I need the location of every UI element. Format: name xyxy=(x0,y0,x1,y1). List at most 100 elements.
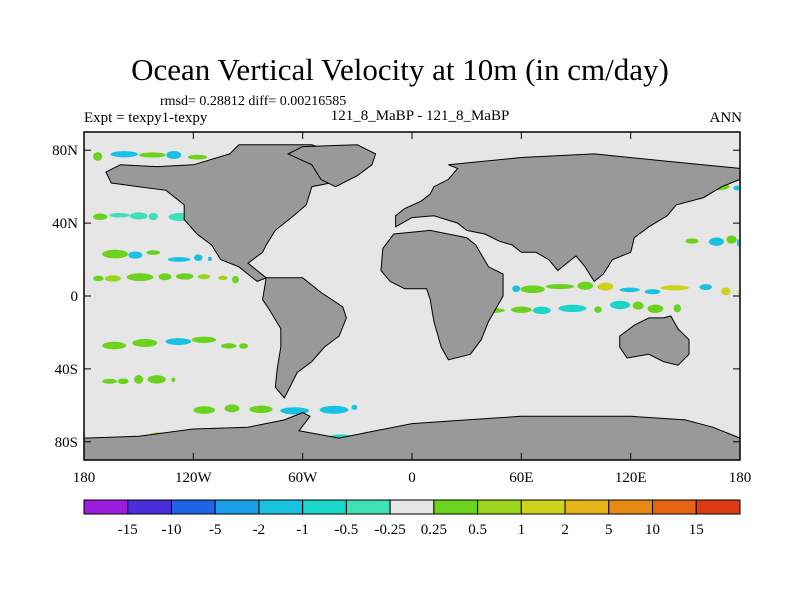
field-streak xyxy=(708,237,724,246)
field-streak xyxy=(632,301,644,310)
field-streak xyxy=(619,287,640,293)
x-tick-label: 0 xyxy=(408,470,416,486)
colorbar-label: -5 xyxy=(209,522,222,538)
field-streak xyxy=(545,283,575,290)
colorbar-label: 0.5 xyxy=(468,522,487,538)
chart-title: Ocean Vertical Velocity at 10m (in cm/da… xyxy=(131,52,669,87)
colorbar-swatch xyxy=(652,499,697,515)
field-streak xyxy=(117,378,129,385)
field-streak xyxy=(736,239,740,247)
field-streak xyxy=(165,338,192,346)
field-streak xyxy=(148,212,158,221)
field-streak xyxy=(171,377,176,383)
land-south-america xyxy=(262,277,347,399)
field-streak xyxy=(197,274,211,280)
chart-subtitle: rmsd= 0.28812 diff= 0.00216585 xyxy=(160,94,347,109)
colorbar-swatch xyxy=(433,499,479,515)
field-streak xyxy=(176,273,194,280)
field-streak xyxy=(673,304,681,313)
field-streak xyxy=(218,275,228,281)
field-streak xyxy=(93,213,108,221)
field-streak xyxy=(512,285,521,293)
colorbar-label: 1 xyxy=(518,522,526,538)
field-streak xyxy=(104,275,122,282)
x-tick-label: 60W xyxy=(288,470,318,486)
field-streak xyxy=(647,304,664,314)
field-streak xyxy=(351,404,358,410)
field-streak xyxy=(158,273,172,281)
field-streak xyxy=(511,306,532,313)
colorbar-label: -1 xyxy=(296,522,309,538)
field-streak xyxy=(224,404,240,413)
field-streak xyxy=(110,151,139,158)
field-streak xyxy=(699,284,712,291)
colorbar-label: 10 xyxy=(645,522,660,538)
field-streak xyxy=(577,281,594,290)
colorbar-label: 2 xyxy=(561,522,569,538)
field-streak xyxy=(167,257,191,262)
colorbar-label: 5 xyxy=(605,522,613,538)
y-tick-label: 40N xyxy=(52,216,78,232)
colorbar-swatch xyxy=(214,499,260,515)
field-streak xyxy=(249,405,273,414)
field-streak xyxy=(102,378,117,384)
field-streak xyxy=(685,238,699,244)
land-eurasia xyxy=(395,153,740,283)
field-streak xyxy=(138,152,166,158)
field-streak xyxy=(594,306,602,313)
field-streak xyxy=(93,152,103,161)
colorbar-swatch xyxy=(258,499,304,515)
field-streak xyxy=(109,213,130,218)
colorbar-swatch xyxy=(345,499,391,515)
field-streak xyxy=(193,406,215,414)
field-streak xyxy=(520,285,545,294)
field-streak xyxy=(207,256,212,262)
colorbar-swatch xyxy=(83,499,129,515)
y-tick-label: 80N xyxy=(52,143,78,159)
colorbar-label: -2 xyxy=(253,522,266,538)
colorbar-swatch xyxy=(564,499,610,515)
x-tick-label: 120W xyxy=(175,470,213,486)
field-streak xyxy=(191,336,217,343)
field-streak xyxy=(134,375,144,384)
colorbar-swatch xyxy=(608,499,654,515)
land-australia xyxy=(619,315,690,366)
colorbar-swatch xyxy=(170,499,216,515)
field-streak xyxy=(132,338,158,347)
colorbar-label: 0.25 xyxy=(421,522,447,538)
field-streak xyxy=(166,150,182,160)
x-tick-label: 60E xyxy=(509,470,533,486)
field-streak xyxy=(102,249,129,259)
field-streak xyxy=(147,375,166,384)
field-streak xyxy=(126,273,154,282)
field-streak xyxy=(220,343,237,349)
x-tick-label: 180 xyxy=(73,470,96,486)
field-streak xyxy=(232,275,239,284)
field-streak xyxy=(319,405,349,414)
y-tick-label: 40S xyxy=(55,362,78,378)
experiment-label: Expt = texpy1-texpy xyxy=(84,110,208,126)
colorbar-swatch xyxy=(520,499,566,515)
land-north-america xyxy=(105,144,359,282)
x-tick-label: 120E xyxy=(615,470,647,486)
field-streak xyxy=(102,341,127,350)
colorbar-swatch xyxy=(127,499,172,515)
field-streak xyxy=(558,304,587,313)
colorbar-label: -0.5 xyxy=(335,522,359,538)
field-streak xyxy=(239,343,248,349)
field-streak xyxy=(187,154,208,160)
colorbar-label: -15 xyxy=(118,522,138,538)
y-tick-label: 80S xyxy=(55,435,78,451)
colorbar-swatch xyxy=(695,499,741,515)
land-antarctica xyxy=(84,412,740,460)
field-streak xyxy=(726,235,737,244)
field-streak xyxy=(129,212,148,220)
colorbar-label: -0.25 xyxy=(375,522,406,538)
colorbar: -15 -10 -5 -2 -1 -0.5 -0.25 0.25 0.5 1 2 5 10 15 xyxy=(83,499,741,538)
land-africa xyxy=(380,229,504,361)
colorbar-swatch xyxy=(302,499,347,515)
colorbar-swatch xyxy=(477,499,522,515)
case-label: 121_8_MaBP - 121_8_MaBP xyxy=(330,108,510,124)
field-streak xyxy=(146,250,161,255)
